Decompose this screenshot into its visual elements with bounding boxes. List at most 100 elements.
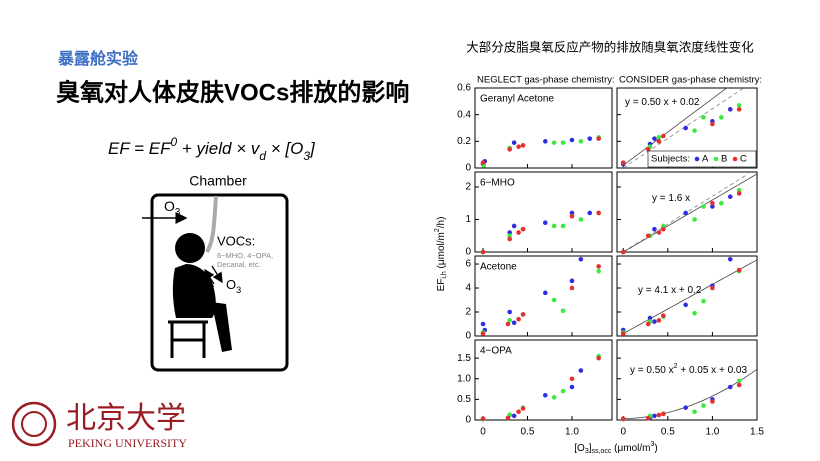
data-point [596,210,601,216]
data-point [656,135,662,140]
data-point [661,313,666,318]
data-point [596,355,601,361]
section-title: 暴露舱实验 [57,49,139,68]
data-point [516,144,521,149]
equation: EF = EF0 + yield × vd × [O3] [108,135,316,163]
text-part: + yield × v [177,139,261,158]
text-part: EF [436,279,447,292]
data-point [551,140,557,145]
text-part: ) [654,443,657,454]
data-point [683,302,688,308]
data-point [507,318,512,323]
panel-frame [616,339,758,421]
text-part: d [259,149,266,163]
data-point [727,256,733,262]
data-point [596,268,601,274]
data-point [569,278,575,284]
panel: 0 0.5 1.0 1.5 0 0.5 1.0 4−OPA [457,339,613,438]
x-tick-label: 0 [620,427,626,438]
panel-label: Acetone [480,262,517,273]
data-point [710,121,715,127]
data-point [652,413,657,419]
data-point [710,399,715,404]
text-part: 0 [171,135,178,149]
text-part: ss,occ [592,448,612,455]
data-point [587,210,593,216]
panel: 0 0.5 1.0 1.5 y = 0.50 x2 + 0.05 x + 0.03 [616,339,764,438]
data-point [578,217,584,222]
text-part: 3 [585,448,589,455]
x-tick-label: 1.0 [705,427,719,438]
text-part: y = 4.1 x + 0.2 [638,285,702,296]
panel-frame [474,171,613,253]
text-part: 3 [236,285,241,295]
data-point [656,230,662,235]
panel-label: Geranyl Acetone [480,94,554,105]
data-point [551,223,557,229]
legend-marker [732,156,738,162]
data-point [542,290,548,296]
seal-ring [11,401,57,447]
data-point [560,223,566,229]
data-point [701,204,706,209]
slide-title: 臭氧对人体皮肤VOCs排放的影响 [56,78,409,106]
y-tick-label: 0 [465,331,471,342]
data-point [480,321,486,327]
ozone-label: O3 [164,198,181,218]
legend-box [647,150,757,168]
voc-list: 6−MHO, 4−OPA, [217,251,273,260]
data-point [569,213,575,219]
data-point [710,204,715,209]
panel: 0 2 4 6 Acetone [465,255,613,342]
text-part: O [226,277,236,292]
panel-frame [474,339,613,421]
data-point [569,210,575,216]
data-point [710,285,715,291]
column-title: CONSIDER gas-phase chemistry: [619,75,762,86]
data-point [520,406,526,411]
chair [168,320,208,358]
data-point [578,368,584,373]
y-tick-label: 0.5 [457,394,471,405]
data-point [507,236,512,242]
data-point [542,220,548,226]
data-point [727,107,733,112]
ozone-skin-arrow [211,265,223,284]
text-part: ] [589,443,592,454]
legend-marker [713,156,719,162]
data-point [710,200,715,206]
y-tick-label: 2 [465,182,471,193]
data-point [560,388,566,394]
chamber-box [150,193,289,372]
data-point [656,139,662,144]
legend-label: C [740,154,747,165]
voc-emission-arrow [204,268,215,285]
x-tick-label: 0.5 [521,427,535,438]
data-point [736,107,742,112]
chamber-diagram: Chamber O3 VOCs: 6−MHO, 4−OPA, Decanal, … [142,173,289,372]
data-point [520,143,526,148]
data-point [692,310,697,316]
panel: y = 4.1 x + 0.2 [616,255,758,337]
data-point [578,256,584,262]
fit-line [623,259,757,334]
y-tick-label: 0 [465,247,471,258]
data-point [542,139,548,144]
data-point [560,308,566,314]
data-point [516,316,521,322]
data-point [645,233,651,239]
data-point [620,160,626,165]
data-point [480,331,486,336]
data-point [656,318,662,323]
data-point [683,210,688,216]
fit-equation: y = 0.50 x2 + 0.05 x + 0.03 [630,363,747,375]
data-point [507,147,512,152]
data-point [560,140,566,145]
data-point [683,125,688,131]
data-point [661,223,666,229]
panel-frame [474,255,613,337]
data-point [516,409,521,415]
data-point [736,191,742,196]
seal-inner [21,411,47,437]
